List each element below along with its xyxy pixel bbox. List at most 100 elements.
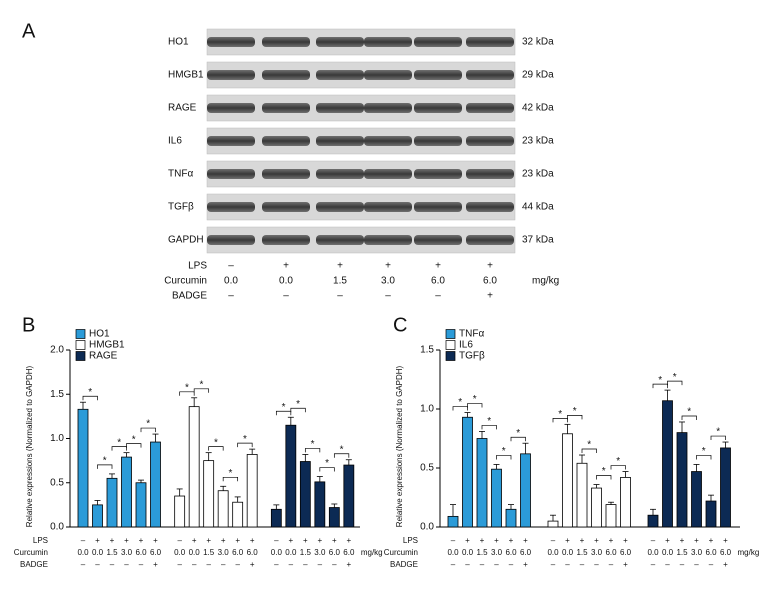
significance-bracket — [496, 455, 512, 460]
condition-value: + — [465, 536, 470, 545]
blot-band — [207, 136, 255, 146]
legend-label: TGFβ — [459, 351, 485, 362]
bar — [676, 432, 688, 528]
significance-bracket — [681, 415, 697, 420]
condition-value: – — [124, 560, 129, 569]
condition-value: 6.0 — [483, 276, 497, 287]
condition-value: – — [289, 560, 294, 569]
condition-value: – — [651, 560, 656, 569]
significance-bracket — [510, 436, 526, 442]
blot-band — [262, 37, 310, 47]
y-axis-label: Relative expressions (Normalized to GAPD… — [25, 365, 34, 527]
blot-band — [364, 235, 412, 245]
condition-value: + — [110, 536, 115, 545]
condition-value: – — [551, 536, 556, 545]
significance-label: * — [573, 406, 577, 417]
blot-band — [207, 202, 255, 212]
condition-value: 1.5 — [106, 548, 118, 557]
condition-value: 0.0 — [462, 548, 474, 557]
bar — [647, 514, 659, 528]
bar — [150, 441, 161, 528]
condition-value: – — [192, 560, 197, 569]
significance-label: * — [88, 387, 92, 398]
bar — [328, 507, 340, 528]
bar — [491, 468, 502, 528]
blot-band — [262, 169, 310, 179]
significance-label: * — [516, 428, 520, 439]
bar — [705, 500, 717, 528]
y-tick-label: 1.5 — [420, 345, 434, 356]
condition-value: + — [317, 536, 322, 545]
blot-band — [207, 169, 255, 179]
condition-value: + — [288, 536, 293, 545]
significance-bracket — [333, 453, 350, 458]
condition-value: 6.0 — [505, 548, 517, 557]
blot-band — [207, 103, 255, 113]
condition-value: 3.0 — [121, 548, 133, 557]
condition-value: – — [451, 536, 456, 545]
condition-value: 6.0 — [329, 548, 341, 557]
legend-swatch — [75, 340, 86, 350]
condition-value: + — [250, 536, 255, 545]
significance-label: * — [185, 382, 189, 393]
condition-value: + — [487, 291, 493, 302]
condition-value: + — [435, 261, 441, 272]
condition-label: LPS — [188, 261, 207, 272]
condition-value: – — [318, 560, 323, 569]
condition-value: + — [623, 560, 628, 569]
condition-value: + — [250, 560, 255, 569]
condition-value: + — [723, 560, 728, 569]
bar — [174, 495, 186, 528]
blot-band — [262, 202, 310, 212]
y-tick-label: 1.5 — [50, 389, 64, 400]
bar — [505, 508, 517, 528]
condition-value: – — [480, 560, 485, 569]
condition-value: – — [709, 560, 714, 569]
blot-band — [414, 202, 462, 212]
condition-value: + — [206, 536, 211, 545]
significance-bracket — [481, 425, 497, 430]
bar — [605, 504, 617, 528]
condition-value: + — [332, 536, 337, 545]
condition-value: 6.0 — [247, 548, 259, 557]
condition-value: – — [694, 560, 699, 569]
protein-label: GAPDH — [168, 235, 204, 246]
blot-band — [414, 70, 462, 80]
condition-value: 0.0 — [447, 548, 459, 557]
condition-value: + — [221, 536, 226, 545]
condition-value: 0.0 — [92, 548, 104, 557]
condition-label: Curcumin — [14, 548, 48, 557]
significance-label: * — [296, 399, 300, 410]
blot-band — [316, 235, 364, 245]
panel-label: B — [22, 314, 35, 336]
significance-label: * — [282, 402, 286, 413]
significance-bracket — [193, 388, 210, 393]
bar — [232, 501, 244, 528]
significance-bracket — [111, 446, 127, 451]
condition-value: 0.0 — [224, 276, 238, 287]
condition-value: 3.0 — [381, 276, 395, 287]
significance-bracket — [652, 383, 668, 389]
significance-bracket — [567, 414, 583, 420]
condition-label: BADGE — [20, 560, 48, 569]
panel-label: C — [393, 314, 407, 336]
condition-value: + — [523, 560, 528, 569]
significance-label: * — [502, 446, 506, 457]
bar — [121, 456, 132, 528]
condition-value: 0.0 — [547, 548, 559, 557]
protein-label: HO1 — [168, 37, 189, 48]
significance-bracket — [710, 435, 726, 441]
blot-band — [316, 70, 364, 80]
significance-label: * — [458, 397, 462, 408]
y-tick-label: 2.0 — [50, 345, 64, 356]
blot-band — [466, 235, 514, 245]
condition-value: + — [694, 536, 699, 545]
protein-label: TNFα — [168, 169, 193, 180]
significance-label: * — [602, 466, 606, 477]
blot-band — [316, 103, 364, 113]
bar — [203, 460, 215, 528]
condition-value: 1.5 — [300, 548, 312, 557]
bar — [246, 454, 258, 528]
condition-value: – — [81, 560, 86, 569]
condition-value: 6.0 — [705, 548, 717, 557]
